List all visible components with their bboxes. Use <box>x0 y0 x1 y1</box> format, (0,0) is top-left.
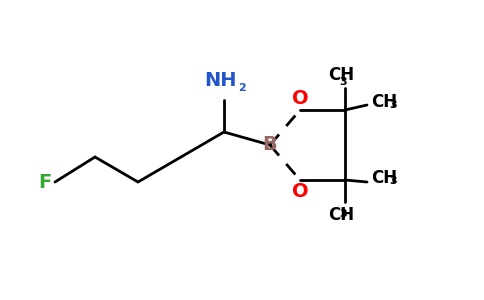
Text: 3: 3 <box>389 176 396 186</box>
Text: CH: CH <box>371 169 397 187</box>
Text: O: O <box>292 182 308 201</box>
Text: CH: CH <box>328 206 354 224</box>
Text: 3: 3 <box>339 209 347 219</box>
Text: CH: CH <box>328 66 354 84</box>
Text: B: B <box>263 136 277 154</box>
Text: F: F <box>38 172 51 191</box>
Text: O: O <box>292 89 308 108</box>
Text: 3: 3 <box>389 100 396 110</box>
Text: 2: 2 <box>238 83 246 93</box>
Text: CH: CH <box>371 93 397 111</box>
Text: NH: NH <box>204 71 236 90</box>
Text: 3: 3 <box>339 77 347 87</box>
